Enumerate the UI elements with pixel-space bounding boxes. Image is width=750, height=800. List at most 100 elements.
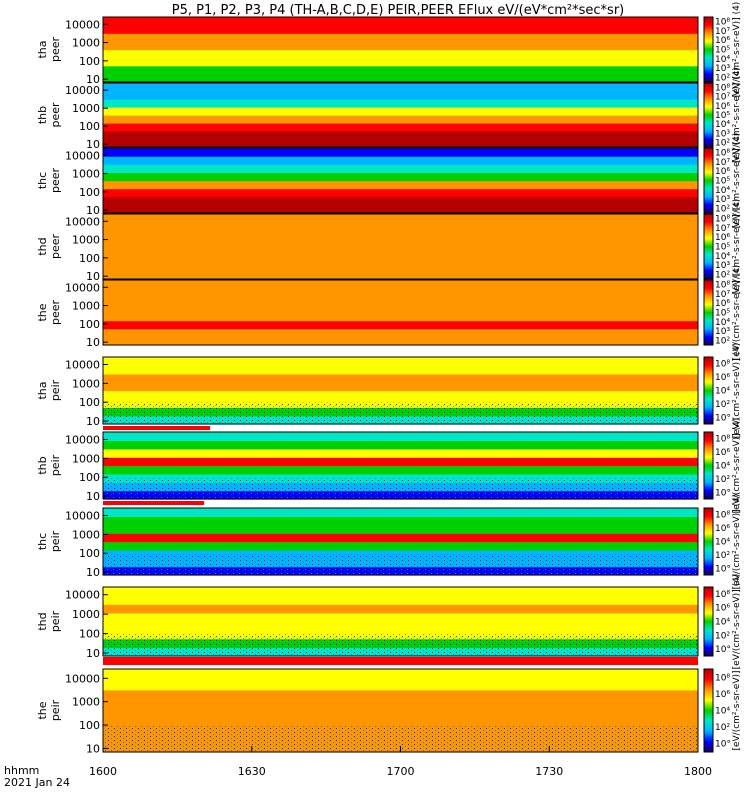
colorbar-tick-label: 10²: [715, 204, 730, 214]
y-tick-label: 100: [79, 628, 100, 641]
heatmap-band: [103, 156, 698, 165]
colorbar-tick-label: 10³: [715, 195, 730, 205]
heatmap-band: [103, 204, 698, 214]
colorbar-label: [eV/(cm²-s-sr-eV)]: [732, 670, 742, 750]
panel-label: peer: [49, 234, 62, 260]
y-tick-label: 1000: [72, 234, 100, 247]
y-tick-label: 100: [79, 318, 100, 331]
heatmap-band: [103, 669, 698, 680]
heatmap-band: [103, 288, 698, 297]
heatmap-band: [103, 357, 698, 366]
y-tick-label: 10000: [65, 510, 100, 523]
colorbar-tick-label: 10⁵: [715, 243, 730, 253]
low-count-speckle: [103, 553, 698, 575]
panel-frame: [102, 82, 699, 148]
colorbar-tick-label: 10⁷: [715, 158, 730, 168]
colorbar-tick-label: 10²: [715, 73, 730, 83]
y-tick-label: 1000: [72, 377, 100, 390]
y-tick-label: 1000: [72, 168, 100, 181]
panel-frame: [102, 16, 699, 83]
y-tick-label: 10: [86, 336, 100, 349]
colorbar-tick-label: 10⁴: [715, 462, 730, 472]
y-tick-label: 10: [86, 415, 100, 428]
heatmap-band: [103, 99, 698, 108]
heatmap-band: [103, 17, 698, 26]
heatmap-band: [103, 304, 698, 314]
y-tick-label: 10: [86, 138, 100, 151]
colorbar-tick-label: 10⁸: [715, 360, 730, 370]
colorbar-tick-label: 10⁶: [715, 167, 730, 177]
colorbar-tick-label: 10³: [715, 64, 730, 74]
colorbar-tick-label: 10°: [715, 413, 731, 423]
panel-thb-peir: 10 100 1000 10000 thb peir 10° 10² 10⁴ 10⁶ 10⁸ [eV/…: [36, 418, 742, 514]
heatmap-band: [103, 541, 698, 551]
panel-label: tha: [36, 40, 49, 58]
heatmap-band: [103, 25, 698, 34]
colorbar-tick-label: 10²: [715, 551, 730, 561]
colorbar: [703, 431, 714, 500]
x-tick-label: 1800: [684, 765, 712, 778]
y-tick-label: 10: [86, 742, 100, 755]
heatmap-band: [103, 312, 698, 322]
heatmap-band: [103, 612, 698, 623]
colorbar: [703, 213, 714, 280]
colorbar-tick-label: 10⁸: [715, 673, 730, 683]
colorbar-label: [eV/(cm²-s-sr-eV)] (4): [732, 418, 742, 514]
heatmap-band: [103, 457, 698, 467]
colorbar-tick-label: 10⁴: [715, 318, 730, 328]
y-tick-label: 10000: [65, 215, 100, 228]
panel-label: thb: [36, 106, 49, 124]
y-tick-label: 100: [79, 471, 100, 484]
heatmap-band: [103, 73, 698, 83]
heatmap-band: [103, 41, 698, 51]
y-tick-label: 10000: [65, 84, 100, 97]
colorbar-tick-label: 10⁵: [715, 177, 730, 187]
y-tick-label: 1000: [72, 37, 100, 50]
heatmap-band: [103, 296, 698, 305]
colorbar-tick-label: 10⁶: [715, 299, 730, 309]
heatmap-band: [103, 390, 698, 400]
colorbar-tick-label: 10²: [715, 400, 730, 410]
panel-label: thb: [36, 456, 49, 474]
y-tick-label: 10000: [65, 18, 100, 31]
heatmap-band: [103, 83, 698, 92]
heatmap-band: [103, 524, 698, 534]
heatmap-band: [103, 222, 698, 231]
panel-frame: [102, 431, 699, 500]
panel-thd-peir: 10 100 1000 10000 thd peir 10° 10² 10⁴ 10⁶ 10⁸ [eV/…: [36, 574, 742, 670]
heatmap-band: [103, 621, 698, 631]
heatmap-band: [103, 65, 698, 75]
colorbar-label: [eV/(cm²-s-sr-eV)] (4): [732, 574, 742, 670]
colorbar-tick-label: 10⁸: [715, 511, 730, 521]
colorbar-tick-label: 10⁶: [715, 36, 730, 46]
colorbar: [703, 356, 714, 425]
panel-label: tha: [36, 381, 49, 399]
heatmap-band: [103, 365, 698, 375]
heatmap-band: [103, 689, 698, 701]
y-tick-label: 100: [79, 396, 100, 409]
colorbar-tick-label: 10⁴: [715, 252, 730, 262]
panel-label: thc: [36, 533, 49, 550]
panel-frame: [102, 586, 699, 657]
heatmap-band: [103, 180, 698, 190]
heatmap-band: [103, 328, 698, 338]
heatmap-band: [103, 33, 698, 42]
panel-tha-peir: 10 100 1000 10000 tha peir 10° 10² 10⁴ 10⁶ 10⁸ [eV/…: [36, 343, 742, 439]
panel-label: peer: [49, 168, 62, 194]
panel-frame: [102, 213, 699, 280]
heatmap-band: [103, 246, 698, 256]
colorbar-tick-label: 10⁴: [715, 186, 730, 196]
panel-frame: [102, 279, 699, 346]
colorbar-label: [eV/(cm²-s-sr-eV)] (4): [732, 199, 742, 295]
heatmap-band: [103, 448, 698, 458]
colorbar: [703, 668, 714, 753]
colorbar: [703, 279, 714, 346]
colorbar-tick-label: 10⁷: [715, 290, 730, 300]
figure-title: P5, P1, P2, P3, P4 (TH-A,B,C,D,E) PEIR,P…: [172, 3, 625, 18]
panel-label: peir: [49, 454, 62, 476]
x-tick-label: 1700: [387, 765, 415, 778]
heatmap-band: [103, 164, 698, 173]
